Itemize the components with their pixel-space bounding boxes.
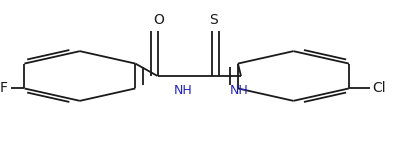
Text: Cl: Cl	[372, 81, 386, 95]
Text: NH: NH	[173, 84, 192, 97]
Text: NH: NH	[230, 84, 249, 97]
Text: F: F	[0, 81, 8, 95]
Text: S: S	[209, 13, 218, 27]
Text: O: O	[153, 13, 164, 27]
